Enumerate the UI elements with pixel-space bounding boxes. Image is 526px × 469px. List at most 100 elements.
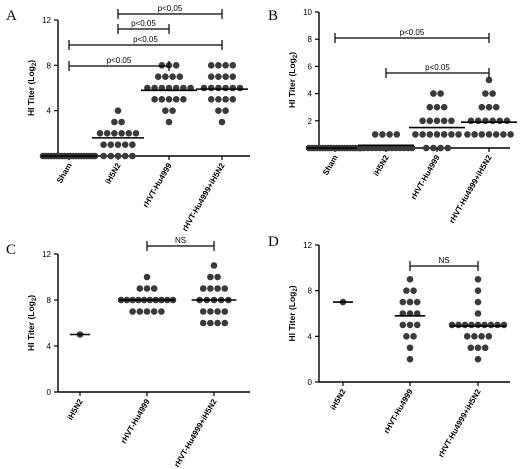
data-point [215, 84, 222, 92]
significance-bracket [409, 261, 479, 271]
y-tick-label: 8 [308, 287, 313, 296]
data-point [118, 130, 125, 137]
data-point [107, 141, 115, 148]
data-point [132, 130, 140, 137]
data-point [492, 131, 500, 138]
y-tick-label: 12 [42, 250, 51, 259]
panel-letter: C [6, 242, 16, 258]
data-point [430, 90, 437, 97]
data-point [455, 321, 462, 329]
data-point [444, 144, 452, 152]
y-tick-label: 10 [303, 8, 312, 17]
data-point [419, 131, 426, 138]
y-tick-label: 12 [303, 241, 312, 250]
data-point [433, 131, 441, 138]
data-point [487, 321, 495, 329]
y-axis-label: HI Titer (Log2) [26, 295, 38, 351]
data-point [474, 321, 482, 329]
significance-bracket [68, 40, 223, 50]
data-point [474, 287, 482, 294]
data-point [503, 117, 511, 125]
data-point [150, 308, 158, 315]
data-point [121, 141, 129, 148]
data-point [426, 103, 434, 111]
data-point [467, 117, 475, 125]
x-tick-label: iH5N2 [66, 397, 85, 422]
x-tick-label: rHVT-Hu4999+iH5N2 [436, 387, 483, 459]
data-point [461, 321, 469, 329]
y-axis-label: HI Titer (Log2) [287, 52, 299, 108]
x-tick-label: rHVT-Hu4999 [119, 397, 152, 445]
data-point [399, 298, 407, 306]
data-point [403, 333, 410, 340]
x-tick-label: rHVT-Hu4999+iH5N2 [180, 161, 227, 233]
data-point [478, 103, 486, 111]
data-point [207, 319, 214, 327]
y-axis-label: HI Titer (Log2) [287, 285, 299, 341]
y-axis-label: HI Titer (Log2) [26, 60, 38, 116]
data-point [474, 298, 482, 306]
data-point [100, 152, 107, 160]
data-point [207, 285, 214, 292]
data-point [222, 96, 229, 103]
data-point [474, 355, 482, 363]
data-point [222, 107, 229, 114]
data-point [413, 298, 421, 306]
data-point [210, 262, 218, 269]
data-point [229, 62, 237, 69]
data-point [221, 319, 229, 327]
y-tick-label: 0 [47, 388, 52, 397]
y-tick-label: 4 [308, 332, 313, 341]
data-point [437, 90, 444, 97]
y-tick-label: 8 [47, 296, 52, 305]
data-point [236, 84, 244, 92]
significance-bracket [68, 61, 170, 71]
data-point [433, 103, 441, 111]
data-point [199, 308, 207, 315]
data-point [433, 117, 441, 125]
data-point [172, 62, 180, 69]
data-point [207, 96, 215, 103]
data-point [422, 144, 430, 152]
data-point [468, 321, 475, 329]
data-point [214, 285, 221, 292]
data-point [150, 285, 158, 292]
data-point [158, 62, 166, 69]
data-point [103, 130, 111, 137]
data-point [143, 273, 151, 281]
data-point [207, 308, 214, 315]
significance-bracket [385, 68, 490, 78]
data-point [172, 96, 180, 103]
data-point [229, 96, 237, 103]
data-point [430, 144, 437, 152]
data-point [221, 308, 229, 315]
data-point [406, 321, 414, 329]
data-point [222, 84, 229, 92]
data-point [165, 96, 173, 103]
panel-letter: B [268, 8, 278, 24]
data-point [229, 73, 237, 80]
y-tick-label: 4 [308, 90, 313, 99]
data-point [158, 96, 166, 103]
data-point [118, 118, 125, 126]
data-point [125, 130, 133, 137]
data-point [478, 131, 486, 138]
y-tick-label: 8 [308, 35, 313, 44]
x-tick-label: Sham [321, 154, 340, 177]
data-point [455, 131, 462, 138]
significance-label: NS [175, 236, 186, 245]
data-point [448, 131, 455, 138]
data-point [406, 355, 414, 363]
y-tick-label: 6 [308, 62, 313, 71]
significance-label: p<0.05 [400, 28, 425, 37]
data-point [200, 84, 208, 92]
data-point [478, 333, 485, 340]
x-tick-label: iH5N2 [372, 153, 391, 178]
data-point [100, 141, 107, 148]
data-point [121, 152, 129, 160]
data-point [111, 118, 118, 126]
data-point [485, 333, 493, 340]
data-point [500, 321, 508, 329]
significance-bracket [334, 33, 490, 43]
